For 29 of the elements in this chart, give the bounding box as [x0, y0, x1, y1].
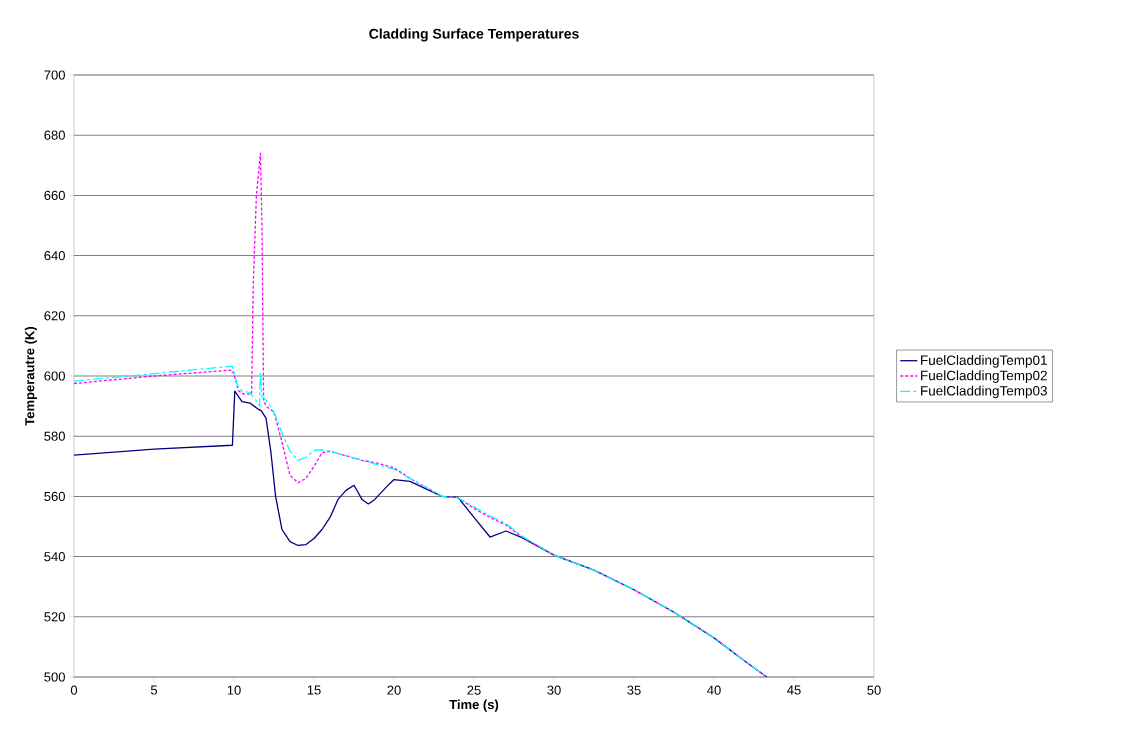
x-tick-label: 5 [150, 685, 158, 695]
x-tick-label: 35 [627, 685, 641, 695]
y-tick-label: 640 [44, 250, 65, 261]
y-axis-title: Temperautre (K) [24, 326, 37, 426]
y-tick-label: 520 [44, 612, 65, 622]
x-tick-label: 15 [307, 685, 321, 695]
y-tick-label: 600 [44, 371, 65, 381]
chart-title: Cladding Surface Temperatures [369, 28, 579, 42]
y-tick-label: 500 [44, 672, 65, 682]
x-tick-label: 20 [387, 685, 401, 695]
legend-label: FuelCladdingTemp03 [921, 385, 1047, 399]
y-tick-label: 540 [44, 551, 65, 562]
x-tick-label: 25 [467, 685, 481, 695]
legend-label: FuelCladdingTemp01 [921, 355, 1047, 368]
y-tick-label: 660 [44, 190, 65, 200]
legend-label: FuelCladdingTemp02 [921, 370, 1047, 383]
x-tick-label: 30 [547, 685, 561, 695]
y-tick-label: 620 [44, 311, 65, 321]
line-series [74, 152, 768, 677]
y-tick-label: 680 [44, 130, 65, 140]
y-tick-label: 560 [44, 491, 65, 501]
x-tick-label: 40 [707, 685, 721, 695]
x-tick-label: 45 [787, 685, 801, 695]
y-tick-label: 580 [44, 431, 65, 441]
x-tick-label: 0 [70, 685, 78, 695]
x-tick-label: 10 [227, 685, 241, 695]
x-tick-label: 50 [867, 685, 881, 695]
y-tick-label: 700 [44, 70, 65, 80]
x-axis-title: Time (s) [449, 699, 499, 712]
